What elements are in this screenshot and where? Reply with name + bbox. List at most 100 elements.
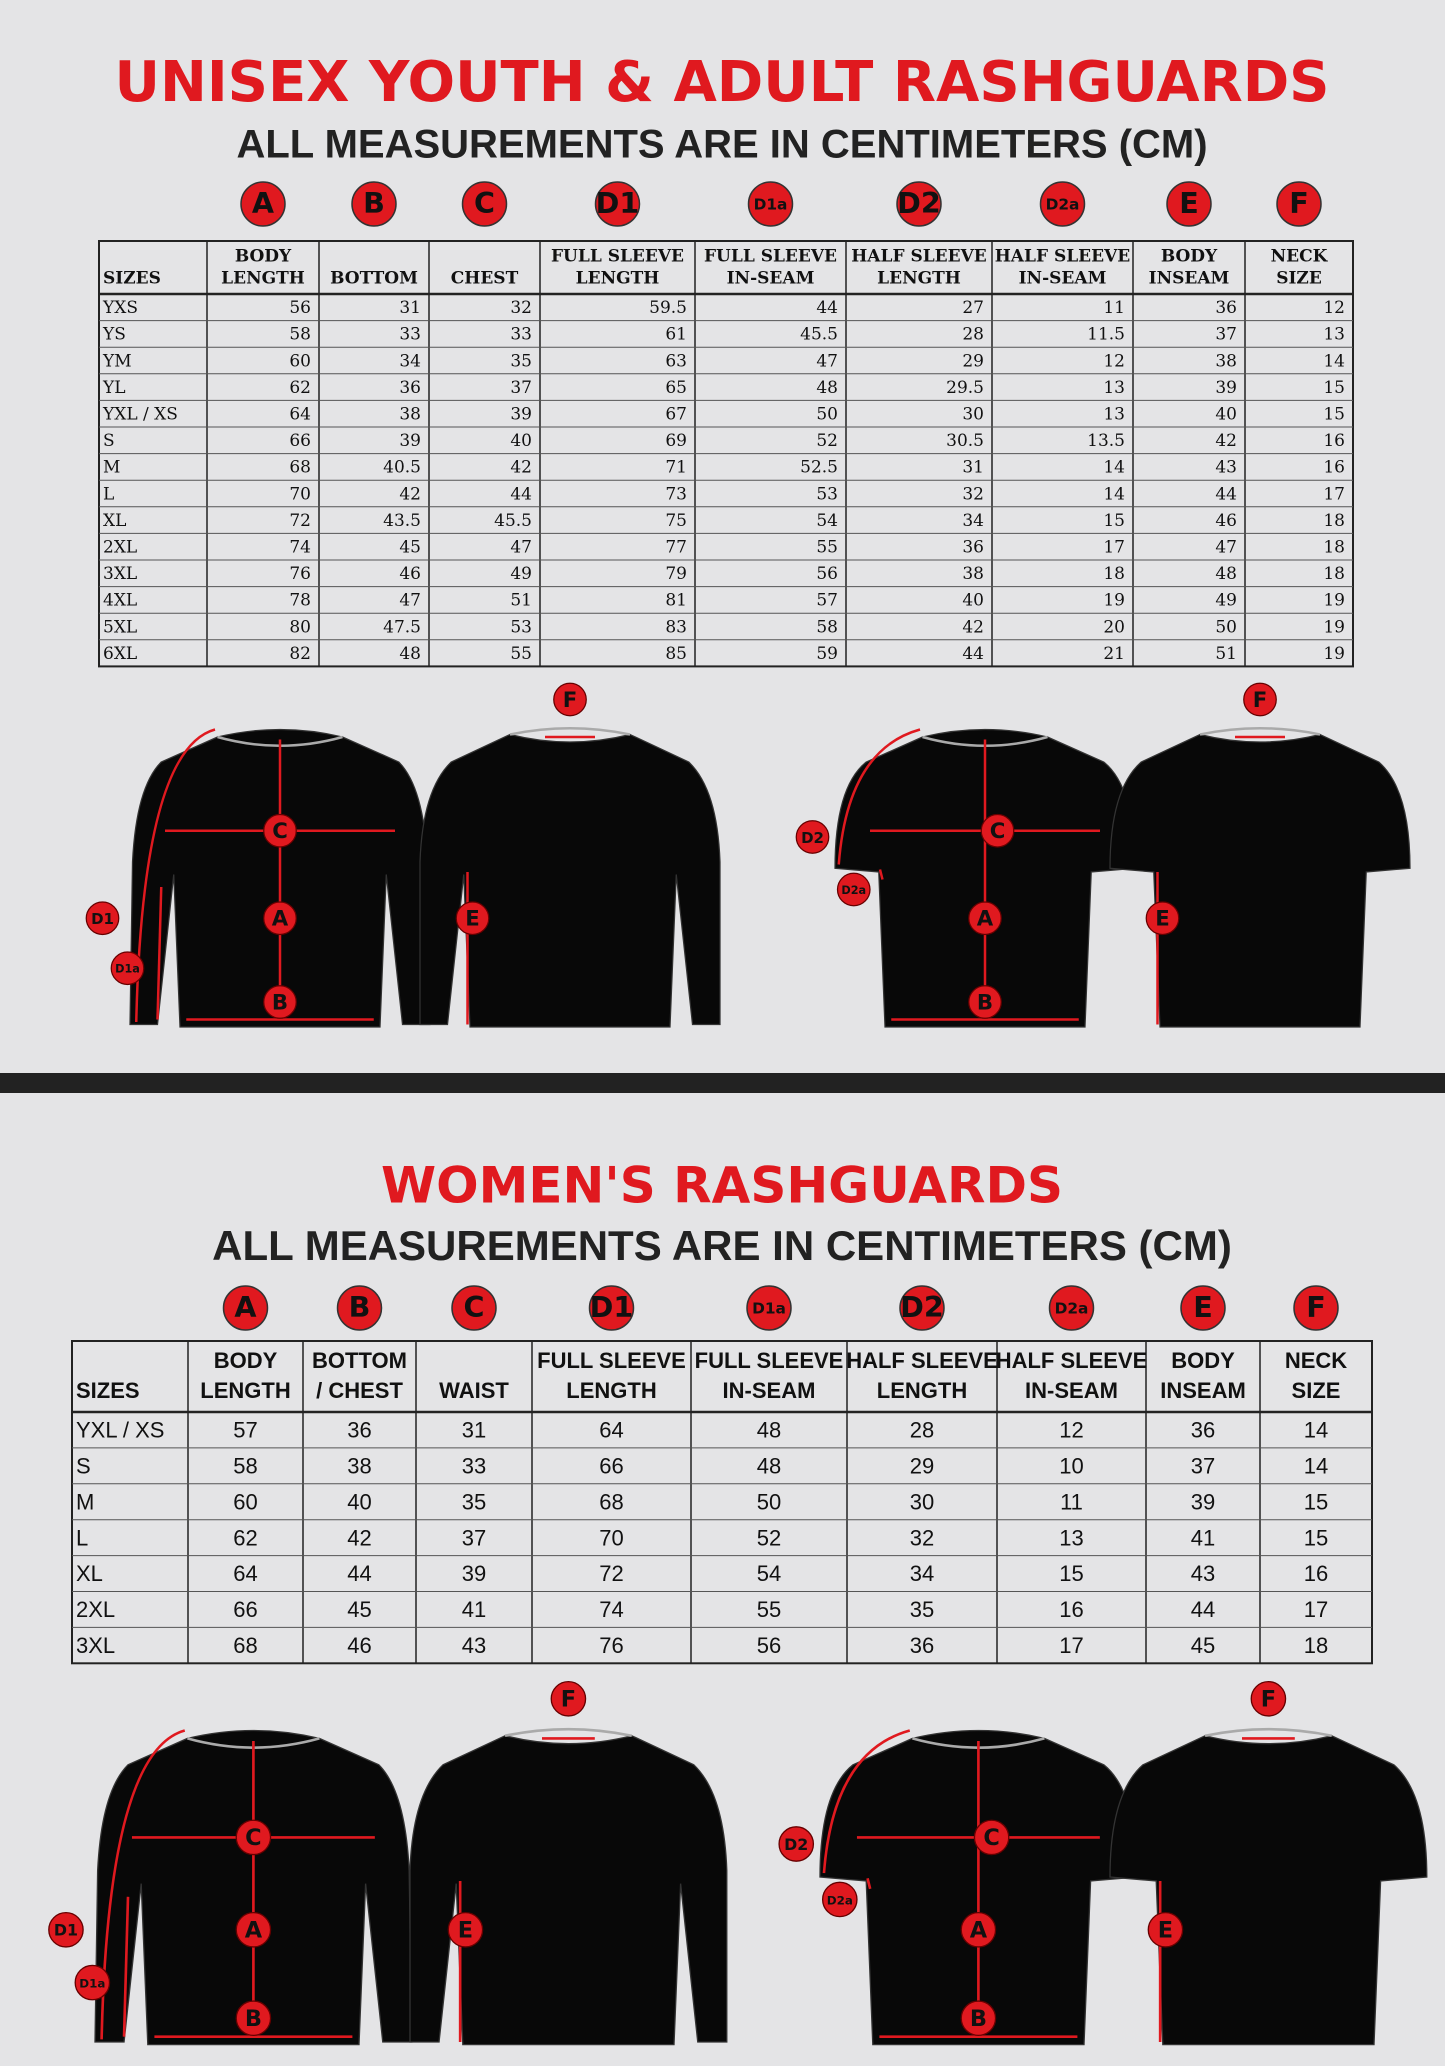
- measure-cell: 13: [1103, 405, 1125, 425]
- size-cell: S: [76, 1453, 91, 1478]
- measure-cell: 58: [289, 325, 311, 345]
- measure-cell: 18: [1304, 1633, 1328, 1658]
- measure-cell: 40: [347, 1489, 371, 1514]
- measure-cell: 39: [462, 1561, 486, 1586]
- measure-cell: 15: [1323, 405, 1345, 425]
- letter-badge-label: F: [1289, 186, 1309, 220]
- measure-cell: 17: [1103, 538, 1125, 558]
- measure-line: [866, 1877, 872, 1890]
- measure-cell: 11: [1060, 1489, 1083, 1514]
- measure-badge: [1147, 1911, 1184, 1948]
- measure-cell: 66: [233, 1597, 257, 1622]
- measure-cell: 18: [1103, 564, 1125, 584]
- size-cell: YM: [102, 351, 132, 371]
- measure-cell: 35: [910, 1597, 934, 1622]
- section-subtitle: ALL MEASUREMENTS ARE IN CENTIMETERS (CM): [212, 1222, 1232, 1269]
- measure-cell: 63: [665, 351, 687, 371]
- measure-cell: 82: [289, 644, 311, 664]
- measure-badge-label: F: [1261, 1687, 1276, 1713]
- measure-cell: 83: [665, 617, 687, 637]
- collar: [509, 727, 631, 736]
- measure-cell: 29.5: [946, 378, 984, 398]
- measure-cell: 16: [1323, 431, 1345, 451]
- shirt-shape: [409, 1735, 728, 2046]
- letter-badge-label: D1a: [752, 1300, 786, 1318]
- measure-badge: [836, 872, 871, 907]
- column-header: SIZES: [103, 269, 161, 289]
- measure-cell: 53: [510, 617, 532, 637]
- size-cell: YXL / XS: [102, 405, 178, 425]
- column-header: NECK: [1285, 1348, 1347, 1373]
- measure-cell: 48: [1215, 564, 1237, 584]
- measure-cell: 60: [289, 351, 311, 371]
- column-header: BODY: [235, 246, 292, 266]
- measure-cell: 27: [962, 298, 984, 318]
- measure-badge: [235, 1819, 272, 1856]
- measure-cell: 20: [1103, 617, 1125, 637]
- measure-cell: 56: [289, 298, 311, 318]
- shirt-shape: [1109, 1735, 1428, 2046]
- letter-badge-label: E: [1193, 1290, 1213, 1324]
- measure-cell: 17: [1059, 1633, 1083, 1658]
- measure-badge: [968, 985, 1002, 1019]
- measure-cell: 45.5: [494, 511, 532, 531]
- size-cell: 5XL: [103, 617, 137, 637]
- measure-badge-label: C: [245, 1825, 261, 1851]
- collar: [1199, 727, 1321, 736]
- measure-cell: 15: [1304, 1525, 1328, 1550]
- shirt-illustration: FE: [1109, 682, 1411, 1028]
- measure-cell: 39: [1191, 1489, 1215, 1514]
- measure-cell: 15: [1323, 378, 1345, 398]
- column-header: / CHEST: [316, 1378, 403, 1403]
- size-cell: YXL / XS: [76, 1418, 164, 1443]
- column-header: IN-SEAM: [1025, 1378, 1118, 1403]
- measure-cell: 77: [665, 538, 687, 558]
- column-header: BODY: [214, 1348, 278, 1373]
- measure-badge: [110, 951, 145, 986]
- section-subtitle: ALL MEASUREMENTS ARE IN CENTIMETERS (CM): [236, 123, 1207, 167]
- measure-cell: 66: [599, 1453, 623, 1478]
- measure-badge: [778, 1826, 815, 1862]
- letter-badge-label: E: [1179, 186, 1199, 220]
- measure-cell: 42: [399, 484, 421, 504]
- measure-badge-label: D2a: [841, 884, 866, 897]
- measure-cell: 64: [599, 1418, 623, 1443]
- measure-cell: 21: [1103, 644, 1125, 664]
- size-cell: 2XL: [103, 538, 137, 558]
- measure-cell: 64: [289, 405, 311, 425]
- measure-cell: 44: [816, 298, 838, 318]
- measure-badge-label: A: [970, 1918, 988, 1944]
- measure-cell: 48: [399, 644, 421, 664]
- measure-line: [156, 886, 163, 1020]
- measure-cell: 34: [962, 511, 984, 531]
- letter-badge: [588, 1285, 635, 1331]
- letter-badge-label: C: [464, 1290, 485, 1324]
- size-cell: L: [103, 484, 114, 504]
- letter-badge: [1166, 181, 1212, 227]
- letter-badge: [1048, 1285, 1095, 1331]
- measure-cell: 32: [910, 1525, 934, 1550]
- measure-cell: 72: [289, 511, 311, 531]
- shirt-shape: [419, 733, 721, 1028]
- shirt-illustration: FE: [409, 1680, 728, 2046]
- measure-cell: 35: [510, 351, 532, 371]
- letter-badge: [222, 1285, 269, 1331]
- measure-cell: 60: [233, 1489, 257, 1514]
- measure-line: [837, 728, 921, 865]
- measure-cell: 11.5: [1087, 325, 1125, 345]
- measure-cell: 38: [962, 564, 984, 584]
- measure-cell: 37: [1191, 1453, 1215, 1478]
- measure-cell: 47.5: [383, 617, 421, 637]
- column-header: LENGTH: [200, 1378, 290, 1403]
- measure-cell: 37: [1215, 325, 1237, 345]
- measure-cell: 19: [1323, 591, 1345, 611]
- measure-cell: 40: [1215, 405, 1237, 425]
- measure-cell: 50: [1215, 617, 1237, 637]
- measure-badge-label: D1: [91, 910, 114, 928]
- column-header: LENGTH: [566, 1378, 656, 1403]
- measure-cell: 46: [347, 1633, 371, 1658]
- shirt-illustration: C A B D2 D2a: [778, 1729, 1138, 2046]
- measure-badge-label: B: [977, 990, 993, 1015]
